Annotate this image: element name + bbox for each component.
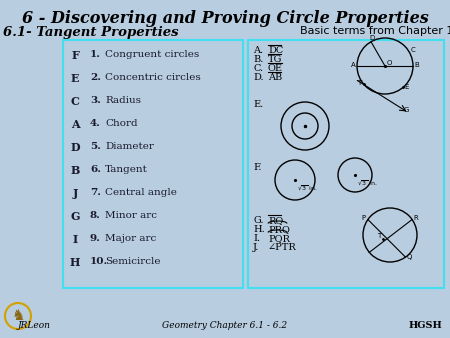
- Text: Q: Q: [406, 254, 412, 260]
- Text: 8.: 8.: [90, 211, 101, 220]
- Text: HGSH: HGSH: [408, 321, 442, 330]
- Text: Tangent: Tangent: [105, 165, 148, 174]
- Text: Chord: Chord: [105, 119, 138, 128]
- Text: JRLeon: JRLeon: [18, 321, 51, 330]
- Text: H.: H.: [253, 225, 265, 234]
- Text: D: D: [369, 35, 374, 41]
- Text: T: T: [358, 80, 362, 86]
- Bar: [63, 40, 243, 288]
- Text: OE: OE: [268, 64, 283, 73]
- Text: ♞: ♞: [11, 309, 25, 323]
- Text: AB: AB: [268, 73, 282, 82]
- Text: Radius: Radius: [105, 96, 141, 105]
- Text: Diameter: Diameter: [105, 142, 154, 151]
- Text: 6 - Discovering and Proving Circle Properties: 6 - Discovering and Proving Circle Prope…: [22, 10, 428, 27]
- Text: I.: I.: [253, 234, 260, 243]
- Text: 5.: 5.: [90, 142, 101, 151]
- Text: C.: C.: [253, 64, 263, 73]
- Text: 4.: 4.: [90, 119, 101, 128]
- Text: DC: DC: [268, 46, 283, 55]
- Text: Geometry Chapter 6.1 - 6.2: Geometry Chapter 6.1 - 6.2: [162, 321, 288, 330]
- Text: E: E: [404, 84, 408, 91]
- Text: 9.: 9.: [90, 234, 101, 243]
- Text: B: B: [414, 62, 419, 68]
- Text: G: G: [404, 107, 410, 113]
- Text: 6.1- Tangent Properties: 6.1- Tangent Properties: [3, 26, 179, 39]
- Text: 2.: 2.: [90, 73, 101, 82]
- Text: 6.: 6.: [90, 165, 101, 174]
- Text: G.: G.: [253, 216, 264, 225]
- Text: H: H: [70, 257, 80, 268]
- Text: Major arc: Major arc: [105, 234, 156, 243]
- Text: F.: F.: [253, 163, 261, 172]
- Text: D: D: [70, 142, 80, 153]
- Text: A: A: [71, 119, 79, 130]
- Text: O: O: [387, 60, 392, 66]
- Text: ∠PTR: ∠PTR: [268, 243, 297, 252]
- Text: T: T: [377, 233, 381, 239]
- Text: B: B: [70, 165, 80, 176]
- Text: E: E: [71, 73, 79, 84]
- Text: 10.: 10.: [90, 257, 108, 266]
- Text: A: A: [351, 62, 356, 68]
- Text: 1.: 1.: [90, 50, 101, 59]
- Text: A.: A.: [253, 46, 263, 55]
- Text: Minor arc: Minor arc: [105, 211, 157, 220]
- Text: 7.: 7.: [90, 188, 101, 197]
- Text: G: G: [70, 211, 80, 222]
- Text: C: C: [410, 47, 415, 53]
- Text: J: J: [72, 188, 78, 199]
- Text: PRQ: PRQ: [268, 225, 290, 234]
- Text: Semicircle: Semicircle: [105, 257, 161, 266]
- Text: RQ: RQ: [268, 216, 283, 225]
- Text: E.: E.: [253, 100, 263, 109]
- Bar: [248, 40, 444, 288]
- Text: D.: D.: [253, 73, 264, 82]
- Text: $\sqrt{3}$ in.: $\sqrt{3}$ in.: [357, 178, 378, 187]
- Text: PQR: PQR: [268, 234, 290, 243]
- Text: $\sqrt{3}$ in.: $\sqrt{3}$ in.: [297, 183, 318, 192]
- Text: I: I: [72, 234, 77, 245]
- Text: Basic terms from Chapter 1: Basic terms from Chapter 1: [300, 26, 450, 36]
- Text: Central angle: Central angle: [105, 188, 177, 197]
- Text: R: R: [413, 215, 418, 220]
- Text: B.: B.: [253, 55, 263, 64]
- Text: TG: TG: [268, 55, 283, 64]
- Text: J.: J.: [253, 243, 259, 252]
- Text: 3.: 3.: [90, 96, 101, 105]
- Text: Congruent circles: Congruent circles: [105, 50, 199, 59]
- Text: F: F: [71, 50, 79, 61]
- Text: Concentric circles: Concentric circles: [105, 73, 201, 82]
- Text: C: C: [71, 96, 80, 107]
- Text: P: P: [361, 215, 365, 220]
